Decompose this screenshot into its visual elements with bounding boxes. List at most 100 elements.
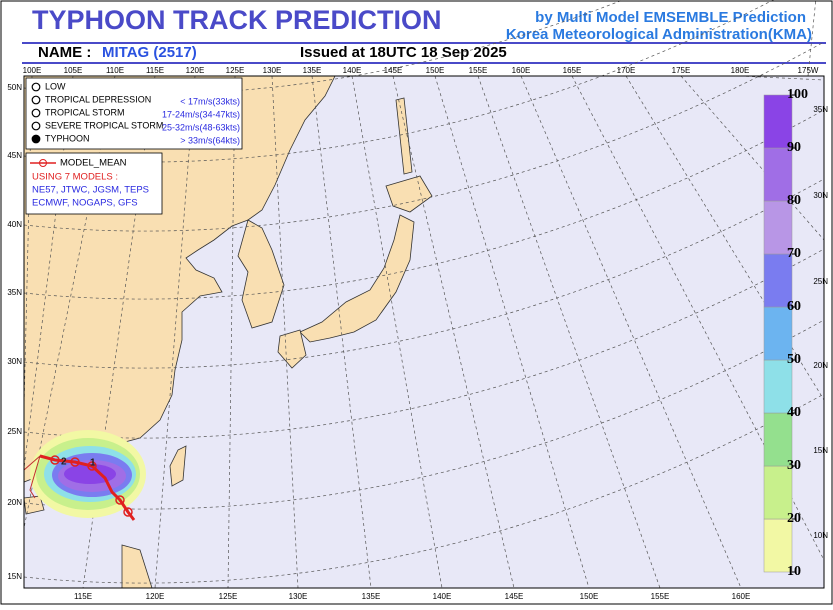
meridian xyxy=(311,75,372,589)
lat-label: 15N xyxy=(7,572,22,581)
lon-label: 115E xyxy=(74,592,92,601)
lon-label: 150E xyxy=(580,592,599,601)
storm-name: MITAG (2517) xyxy=(102,44,197,61)
parallel xyxy=(23,248,825,439)
colorbar-segment xyxy=(763,253,793,308)
parallel xyxy=(23,393,825,584)
kyushu xyxy=(277,329,307,369)
colorbar-segment xyxy=(763,518,793,573)
lon-label: 105E xyxy=(64,66,83,75)
colorbar-label: 90 xyxy=(787,140,801,155)
legend-box xyxy=(25,77,243,150)
legend-desc: 17-24m/s(34-47kts) xyxy=(162,109,240,119)
lat-label: 45N xyxy=(7,151,22,160)
track xyxy=(39,454,136,521)
lon-label: 125E xyxy=(219,592,238,601)
lon-label: 115E xyxy=(146,66,164,75)
colorbar-label: 70 xyxy=(787,246,801,261)
colorbar-label: 80 xyxy=(787,193,801,208)
legend-symbol xyxy=(31,82,41,92)
lon-label: 100E xyxy=(23,66,42,75)
colorbar: 10 20 30 40 50 60 70 80 90 100 xyxy=(763,87,808,579)
lon-label: 165E xyxy=(563,66,582,75)
lat-label: 15N xyxy=(813,446,828,455)
lon-label: 180E xyxy=(731,66,750,75)
meridian xyxy=(271,75,299,589)
prob-contour xyxy=(64,464,116,484)
legend-label: SEVERE TROPICAL STORM xyxy=(45,120,163,130)
meridian xyxy=(227,75,236,589)
colorbar-segment xyxy=(763,359,793,414)
track-point xyxy=(70,457,80,467)
legend-desc: 25-32m/s(48-63kts) xyxy=(162,122,240,132)
lon-label: 160E xyxy=(512,66,531,75)
meridian xyxy=(477,75,661,589)
name-label: NAME : xyxy=(38,44,91,61)
colorbar-segment xyxy=(763,412,793,467)
track-point xyxy=(50,455,60,465)
lat-label: 40N xyxy=(7,220,22,229)
meridian xyxy=(807,0,817,77)
lon-label: 175W xyxy=(798,66,819,75)
probability-area xyxy=(30,430,146,518)
legend-label: ECMWF, NOGAPS, GFS xyxy=(32,198,138,209)
colorbar-segment xyxy=(763,465,793,520)
legend-symbol xyxy=(31,121,41,131)
meridian xyxy=(434,75,590,589)
legend-label: TYPHOON xyxy=(45,133,90,143)
colorbar-label: 20 xyxy=(787,511,801,526)
colorbar-label: 100 xyxy=(787,87,808,102)
lon-label: 155E xyxy=(469,66,488,75)
lon-label: 140E xyxy=(433,592,452,601)
track-point xyxy=(115,495,125,505)
track-points xyxy=(50,455,133,517)
legend-label: USING 7 MODELS : xyxy=(32,172,118,183)
lon-label: 120E xyxy=(186,66,205,75)
lat-label: 50N xyxy=(7,83,22,92)
subtitle: Korea Meteorological Administration(KMA) xyxy=(506,26,812,43)
legend-symbol xyxy=(31,134,41,144)
legend-symbol xyxy=(31,108,41,118)
lat-label: 35N xyxy=(813,105,828,114)
colorbar-label: 10 xyxy=(787,564,801,579)
colorbar-label: 40 xyxy=(787,405,801,420)
parallel xyxy=(23,109,825,300)
colorbar-label: 30 xyxy=(787,458,801,473)
issued: Issued at 18UTC 18 Sep 2025 xyxy=(300,44,507,61)
honshu xyxy=(299,214,415,343)
meridian xyxy=(351,75,443,589)
legend-label: TROPICAL DEPRESSION xyxy=(45,94,151,104)
meridian xyxy=(520,75,742,589)
lon-label: 140E xyxy=(343,66,362,75)
track-label: 2 xyxy=(61,457,67,468)
legend-label: MODEL_MEAN xyxy=(60,158,127,169)
map-frame xyxy=(23,75,825,589)
legend-label: TROPICAL STORM xyxy=(45,107,125,117)
meridian xyxy=(739,75,825,81)
hokkaido xyxy=(385,175,433,213)
lon-label: 135E xyxy=(303,66,322,75)
colorbar-label: 50 xyxy=(787,352,801,367)
lon-label: 170E xyxy=(617,66,636,75)
track-point xyxy=(123,507,133,517)
parallel xyxy=(23,178,825,369)
track-point xyxy=(87,461,97,471)
lon-label: 125E xyxy=(226,66,245,75)
parallel xyxy=(23,319,825,510)
lon-label: 135E xyxy=(362,592,381,601)
lon-label: 160E xyxy=(732,592,751,601)
meridian xyxy=(680,75,825,241)
graticule xyxy=(23,0,825,589)
legend-desc: < 17m/s(33kts) xyxy=(180,96,240,106)
lon-label: 110E xyxy=(106,66,124,75)
lat-label: 25N xyxy=(7,427,22,436)
model-track xyxy=(23,454,41,499)
legend: LOW TROPICAL DEPRESSION < 17m/s(33kts) TROP… xyxy=(25,77,243,215)
legend-symbol xyxy=(31,95,41,105)
meridian xyxy=(392,75,515,589)
lon-label: 150E xyxy=(426,66,445,75)
meridian xyxy=(571,75,825,561)
lat-label: 20N xyxy=(813,361,828,370)
